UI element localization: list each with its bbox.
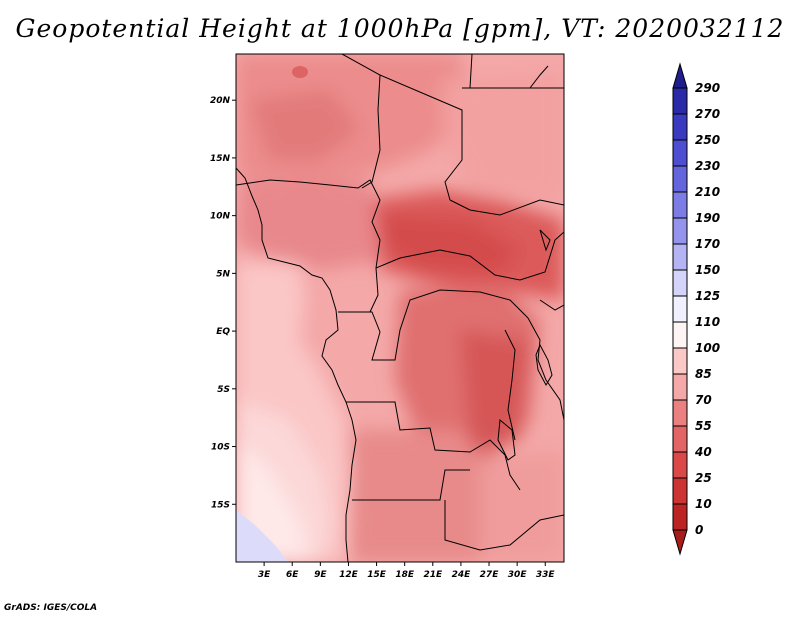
colorbar-label: 85 bbox=[695, 367, 712, 381]
x-tick-label: 33E bbox=[536, 570, 556, 580]
colorbar-segment bbox=[672, 165, 688, 193]
y-tick-label: 15S bbox=[211, 500, 230, 510]
x-tick-label: 9E bbox=[314, 570, 327, 580]
colorbar-segment bbox=[672, 217, 688, 245]
colorbar-segment bbox=[672, 503, 688, 531]
colorbar-segment bbox=[672, 113, 688, 141]
x-tick-label: 15E bbox=[367, 570, 387, 580]
x-tick-label: 6E bbox=[286, 570, 299, 580]
y-tick-label: 15N bbox=[210, 154, 231, 164]
x-tick-label: 3E bbox=[258, 570, 271, 580]
colorbar-segment bbox=[672, 477, 688, 505]
x-tick-label: 21E bbox=[423, 570, 443, 580]
colorbar-label: 150 bbox=[695, 263, 720, 277]
credit-label: GrADS: IGES/COLA bbox=[4, 603, 98, 613]
x-axis: 3E 6E 9E 12E 15E 18E 21E 24E 27E 30E 33E bbox=[258, 562, 556, 580]
x-tick-label: 27E bbox=[480, 570, 500, 580]
height-field bbox=[236, 54, 564, 562]
colorbar-label: 70 bbox=[695, 393, 712, 407]
colorbar-label: 10 bbox=[695, 497, 712, 511]
x-tick-label: 18E bbox=[395, 570, 415, 580]
colorbar-label: 210 bbox=[695, 185, 720, 199]
colorbar-label: 0 bbox=[695, 523, 703, 537]
colorbar-label: 290 bbox=[695, 81, 720, 95]
x-tick-label: 24E bbox=[452, 570, 472, 580]
colorbar-segment bbox=[672, 269, 688, 297]
colorbar-label: 250 bbox=[695, 133, 720, 147]
colorbar-segment bbox=[672, 295, 688, 323]
x-tick-label: 30E bbox=[508, 570, 528, 580]
map-title: Geopotential Height at 1000hPa [gpm], VT… bbox=[15, 14, 785, 43]
colorbar-segment bbox=[672, 451, 688, 479]
country-borders bbox=[236, 54, 564, 562]
colorbar-label: 190 bbox=[695, 211, 720, 225]
colorbar-label: 170 bbox=[695, 237, 720, 251]
colorbar-segment bbox=[672, 399, 688, 427]
x-tick-label: 12E bbox=[339, 570, 359, 580]
colorbar-label: 270 bbox=[695, 107, 720, 121]
colorbar-segment bbox=[672, 191, 688, 219]
colorbar-segment bbox=[672, 373, 688, 401]
colorbar-label: 25 bbox=[695, 471, 712, 485]
colorbar-label: 110 bbox=[695, 315, 720, 329]
colorbar-segment bbox=[672, 243, 688, 271]
y-tick-label: 10S bbox=[211, 443, 230, 453]
colorbar-label: 100 bbox=[695, 341, 720, 355]
colorbar-label: 40 bbox=[694, 445, 712, 459]
colorbar-label: 230 bbox=[695, 159, 720, 173]
colorbar-bottom-arrow bbox=[672, 529, 688, 556]
colorbar-segment bbox=[672, 321, 688, 349]
colorbar-label: 125 bbox=[695, 289, 720, 303]
map-frame bbox=[235, 53, 565, 563]
colorbar-segment bbox=[672, 425, 688, 453]
colorbar-segment bbox=[672, 87, 688, 115]
y-tick-label: EQ bbox=[216, 327, 230, 337]
y-tick-label: 20N bbox=[210, 96, 231, 106]
y-tick-label: 10N bbox=[210, 212, 231, 222]
y-tick-label: 5S bbox=[217, 385, 230, 395]
colorbar-segment bbox=[672, 139, 688, 167]
y-tick-label: 5N bbox=[216, 269, 230, 279]
y-axis: 20N 15N 10N 5N EQ 5S 10S 15S bbox=[210, 96, 236, 510]
colorbar: 2902702502302101901701501251101008570554… bbox=[672, 62, 720, 556]
colorbar-label: 55 bbox=[695, 419, 712, 433]
colorbar-segment bbox=[672, 347, 688, 375]
colorbar-top-arrow bbox=[672, 62, 688, 89]
